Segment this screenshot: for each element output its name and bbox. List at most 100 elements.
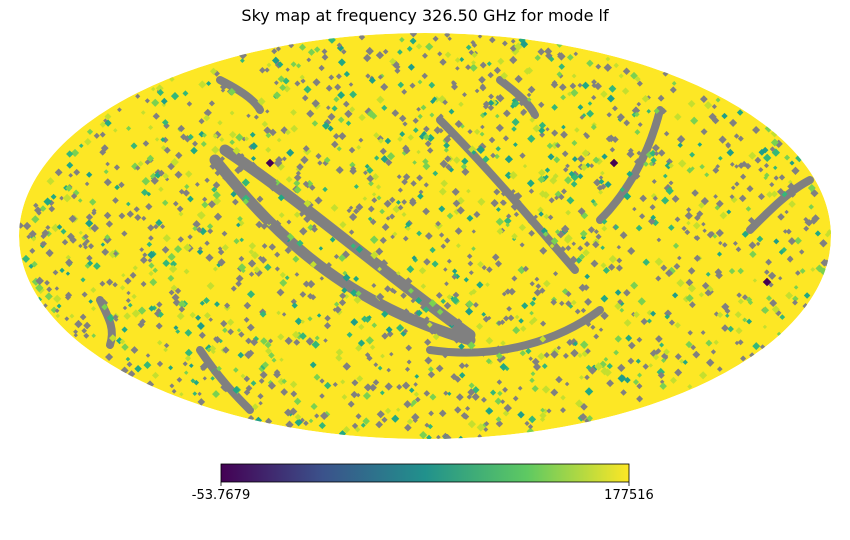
sky-pixel	[319, 378, 325, 384]
sky-pixel	[237, 351, 245, 359]
sky-pixel	[503, 403, 512, 413]
sky-pixel	[811, 214, 820, 223]
sky-pixel	[636, 150, 642, 156]
sky-pixel	[551, 104, 558, 111]
sky-pixel	[620, 389, 627, 396]
sky-pixel	[465, 307, 474, 316]
sky-pixel	[453, 272, 458, 277]
sky-pixel	[404, 277, 413, 286]
sky-pixel	[546, 408, 552, 414]
sky-pixel	[592, 240, 600, 249]
sky-pixel	[651, 143, 660, 152]
sky-pixel	[135, 165, 141, 171]
sky-pixel	[525, 348, 532, 355]
sky-pixel	[465, 64, 472, 71]
sky-pixel	[249, 161, 257, 169]
sky-pixel	[187, 234, 193, 240]
sky-pixel	[243, 301, 252, 310]
sky-pixel	[172, 200, 179, 207]
sky-pixel	[202, 376, 207, 381]
sky-pixel	[83, 321, 91, 330]
sky-pixel	[219, 137, 225, 143]
sky-pixel	[206, 281, 215, 290]
sky-pixel	[196, 248, 204, 255]
sky-pixel	[316, 217, 322, 222]
sky-pixel	[153, 223, 159, 230]
sky-pixel	[354, 426, 361, 433]
sky-pixel	[292, 255, 300, 263]
sky-pixel	[154, 137, 160, 142]
sky-pixel	[656, 237, 662, 243]
sky-pixel	[579, 412, 588, 422]
sky-pixel	[591, 79, 597, 85]
sky-pixel	[426, 321, 433, 328]
sky-pixel	[173, 245, 183, 254]
sky-pixel	[311, 99, 320, 108]
sky-pixel	[344, 109, 353, 119]
sky-pixel	[447, 36, 452, 41]
sky-pixel	[513, 344, 521, 352]
sky-pixel	[203, 108, 212, 117]
sky-pixel	[290, 109, 297, 116]
sky-pixel	[637, 122, 643, 128]
sky-pixel	[149, 278, 158, 287]
sky-pixel	[158, 169, 165, 177]
sky-pixel	[173, 325, 179, 331]
sky-pixel	[446, 212, 454, 220]
sky-pixel	[650, 214, 656, 221]
sky-pixel	[433, 126, 442, 135]
sky-pixel	[633, 172, 641, 180]
sky-map-area	[19, 33, 831, 439]
sky-pixel	[151, 371, 160, 379]
sky-pixel	[151, 98, 160, 107]
sky-pixel	[458, 101, 464, 107]
sky-pixel	[396, 384, 403, 390]
sky-pixel	[571, 299, 577, 306]
sky-pixel	[713, 194, 718, 199]
sky-pixel	[351, 379, 359, 387]
sky-pixel	[391, 414, 400, 423]
sky-pixel	[535, 283, 542, 290]
sky-pixel	[229, 110, 235, 116]
sky-pixel	[73, 168, 81, 176]
sky-pixel	[424, 338, 432, 346]
sky-pixel	[432, 170, 439, 177]
sky-pixel	[217, 248, 225, 256]
sky-pixel	[176, 376, 183, 383]
sky-pixel	[476, 281, 484, 289]
sky-pixel	[78, 230, 83, 235]
sky-pixel	[461, 167, 470, 176]
sky-pixel	[281, 312, 287, 317]
sky-pixel	[323, 156, 331, 164]
sky-pixel	[636, 395, 644, 403]
sky-pixel	[163, 146, 171, 154]
sky-pixel	[366, 355, 373, 362]
sky-pixel	[145, 202, 153, 211]
masked-stripe	[596, 106, 664, 224]
sky-pixel	[248, 202, 257, 211]
sky-pixel	[397, 136, 403, 142]
sky-pixel	[412, 127, 419, 134]
sky-pixel	[265, 347, 272, 355]
sky-pixel	[367, 315, 372, 320]
sky-pixel	[253, 168, 258, 173]
sky-pixel	[126, 210, 134, 218]
sky-pixel	[450, 83, 459, 91]
sky-pixel	[633, 311, 640, 318]
sky-pixel	[784, 209, 789, 215]
sky-pixel	[368, 262, 373, 267]
sky-pixel	[79, 143, 84, 149]
sky-pixel	[436, 308, 444, 316]
sky-pixel	[386, 152, 396, 161]
sky-pixel	[273, 80, 279, 86]
sky-pixel	[698, 201, 705, 209]
sky-pixel	[729, 194, 735, 200]
sky-pixel	[249, 142, 258, 151]
sky-pixel	[294, 413, 302, 421]
sky-pixel	[208, 344, 217, 353]
sky-pixel	[744, 162, 752, 170]
sky-pixel	[606, 94, 615, 103]
sky-pixel	[278, 212, 285, 219]
sky-pixel	[538, 211, 544, 217]
sky-pixel	[481, 264, 487, 271]
